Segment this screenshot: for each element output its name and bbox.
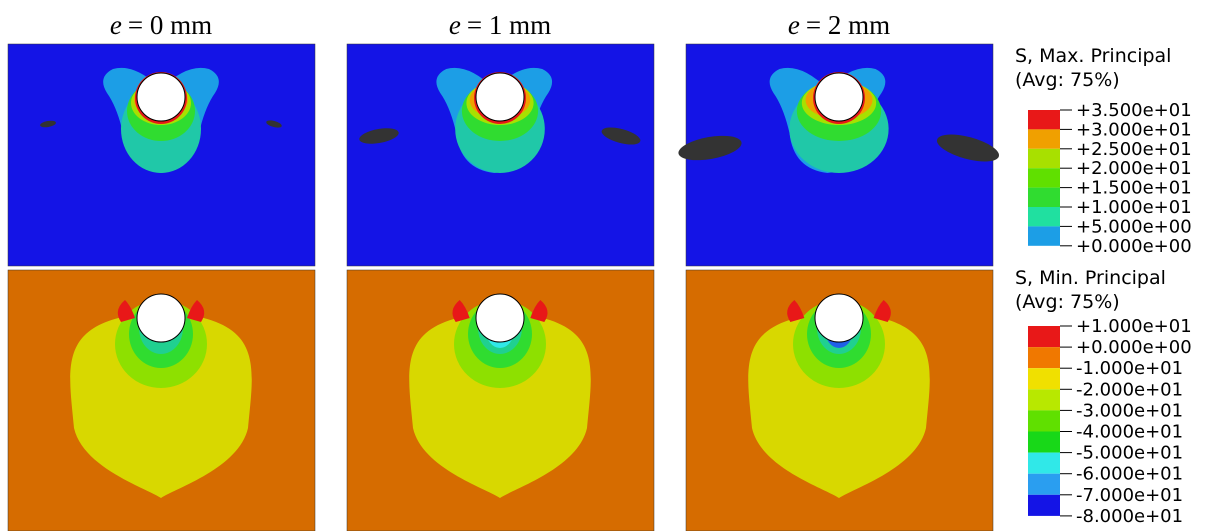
legend-label: +2.500e+01 [1076, 139, 1192, 160]
void [936, 134, 1000, 162]
contour [787, 300, 805, 322]
legend-label: +0.000e+00 [1076, 236, 1192, 257]
legend-swatch [1028, 226, 1060, 246]
legend-label: -3.000e+01 [1076, 400, 1183, 421]
contour [530, 300, 548, 322]
hole [814, 72, 864, 122]
contour [748, 312, 930, 498]
void [40, 120, 56, 128]
legend-swatch [1028, 431, 1060, 453]
legend-label: +2.000e+01 [1076, 158, 1192, 179]
contour [187, 300, 205, 322]
contour [452, 300, 470, 322]
title-text: = 1 mm [467, 10, 551, 40]
legend-swatch [1028, 148, 1060, 169]
legend-label: +3.500e+01 [1076, 100, 1192, 121]
legend-title: S, Min. Principal [1015, 267, 1166, 289]
legend-label: -4.000e+01 [1076, 422, 1183, 443]
legend-swatch [1028, 187, 1060, 207]
panel-title: e = 1 mm [449, 10, 551, 40]
legend-swatch [1028, 168, 1060, 188]
hole [475, 72, 525, 122]
title-symbol: e [449, 10, 461, 40]
legend-label: -5.000e+01 [1076, 443, 1183, 464]
legend-swatch [1028, 452, 1060, 474]
legend-title: S, Max. Principal [1015, 45, 1171, 67]
legend-label: +5.000e+00 [1076, 216, 1192, 237]
legend-label: +1.000e+01 [1076, 197, 1192, 218]
contour [70, 312, 252, 498]
legend-swatch [1028, 389, 1060, 411]
legend-label: +1.500e+01 [1076, 178, 1192, 199]
hole [475, 293, 525, 343]
legend-label: -2.000e+01 [1076, 379, 1183, 400]
panel-title: e = 2 mm [788, 10, 890, 40]
legend-label: -8.000e+01 [1076, 506, 1183, 527]
legend-label: -1.000e+01 [1076, 358, 1183, 379]
title-symbol: e [110, 10, 122, 40]
legend-subtitle: (Avg: 75%) [1015, 291, 1120, 313]
legend-label: -6.000e+01 [1076, 464, 1183, 485]
legend-swatch [1028, 326, 1060, 348]
void [266, 120, 282, 128]
title-symbol: e [788, 10, 800, 40]
legend-swatch [1028, 410, 1060, 432]
legend-swatch [1028, 368, 1060, 390]
legend-swatch [1028, 110, 1060, 130]
hole [814, 293, 864, 343]
title-text: = 0 mm [128, 10, 212, 40]
legend-swatch [1028, 473, 1060, 495]
panel-title: e = 0 mm [110, 10, 212, 40]
legend-label: +3.000e+01 [1076, 119, 1192, 140]
void [678, 135, 742, 161]
void [359, 128, 399, 144]
legend-swatch [1028, 207, 1060, 227]
hole [136, 293, 186, 343]
legend-swatch [1028, 494, 1060, 516]
legend-label: +1.000e+01 [1076, 316, 1192, 337]
legend-swatch [1028, 347, 1060, 369]
legend-label: -7.000e+01 [1076, 485, 1183, 506]
hole [136, 72, 186, 122]
legend-subtitle: (Avg: 75%) [1015, 69, 1120, 91]
void [601, 127, 641, 145]
legend-label: +0.000e+00 [1076, 337, 1192, 358]
contour [873, 300, 891, 322]
legend-swatch [1028, 129, 1060, 149]
title-text: = 2 mm [806, 10, 890, 40]
contour [409, 312, 591, 498]
contour [117, 300, 135, 322]
